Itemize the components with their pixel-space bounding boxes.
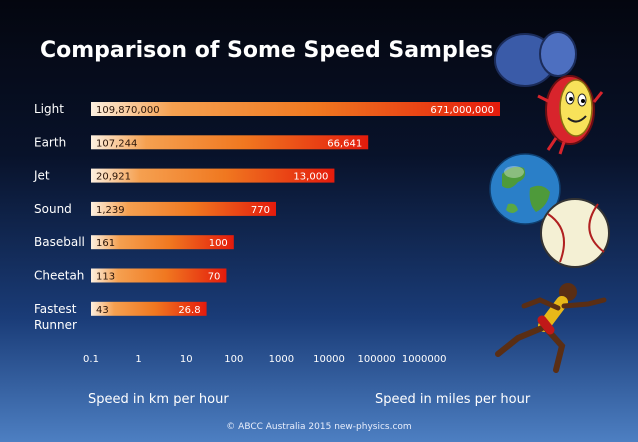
x-tick-label: 10000 <box>313 354 345 365</box>
baseball-icon <box>540 198 610 268</box>
chart-title: Comparison of Some Speed Samples <box>40 38 494 63</box>
category-label: Baseball <box>34 235 85 249</box>
bar <box>91 135 369 150</box>
x-tick-label: 0.1 <box>83 354 99 365</box>
x-axis-unit-miles: Speed in miles per hour <box>375 392 531 407</box>
bar <box>91 268 227 283</box>
bar <box>91 235 234 250</box>
sprinter-icon <box>495 283 607 373</box>
x-tick-label: 1000000 <box>402 354 447 365</box>
bar-chart: 109,870,000 671,000,000 107,244 66,641 20,92… <box>33 102 500 365</box>
bar-label-km: 109,870,000 <box>96 105 160 116</box>
cartoon-light-bug-icon <box>494 31 604 155</box>
bar-label-km: 161 <box>96 238 115 249</box>
x-tick-label: 100000 <box>358 354 396 365</box>
category-label: Fastest <box>34 302 77 316</box>
bar-label-miles: 671,000,000 <box>430 105 494 116</box>
category-label: Light <box>34 102 64 116</box>
category-label: Runner <box>34 318 77 332</box>
bar <box>91 201 276 216</box>
copyright-footer: © ABCC Australia 2015 new-physics.com <box>226 422 412 432</box>
bar-label-km: 1,239 <box>96 205 125 216</box>
bar <box>91 301 207 316</box>
bar-label-km: 107,244 <box>96 138 137 149</box>
x-tick-label: 10 <box>180 354 193 365</box>
category-label: Cheetah <box>34 269 84 283</box>
bar-label-km: 43 <box>96 305 109 316</box>
bar-label-miles: 66,641 <box>327 138 362 149</box>
x-tick-label: 100 <box>224 354 243 365</box>
category-label: Jet <box>33 169 50 183</box>
x-axis-unit-km: Speed in km per hour <box>88 392 229 407</box>
bar-label-km: 113 <box>96 272 115 283</box>
bar <box>91 168 335 183</box>
bar-label-miles: 770 <box>251 205 270 216</box>
earth-globe-icon <box>489 153 561 225</box>
bar-label-miles: 70 <box>208 272 221 283</box>
bar-label-km: 20,921 <box>96 172 131 183</box>
category-label: Sound <box>34 202 72 216</box>
bar-label-miles: 26.8 <box>178 305 200 316</box>
x-tick-label: 1000 <box>269 354 294 365</box>
bar <box>91 102 500 116</box>
category-label: Earth <box>34 135 66 149</box>
bar-label-miles: 100 <box>209 238 228 249</box>
x-tick-label: 1 <box>135 354 141 365</box>
bar-label-miles: 13,000 <box>293 172 328 183</box>
